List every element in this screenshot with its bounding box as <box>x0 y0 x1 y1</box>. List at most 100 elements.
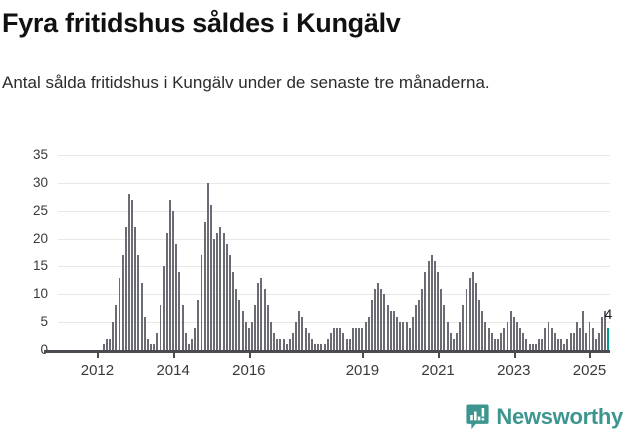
bar <box>266 305 269 350</box>
bar <box>544 327 547 350</box>
bar <box>563 344 566 350</box>
bar <box>411 316 414 350</box>
bar <box>219 227 222 350</box>
bar <box>575 322 578 350</box>
bar <box>150 344 153 350</box>
bar <box>203 221 206 350</box>
bar <box>285 344 288 350</box>
bar <box>519 327 522 350</box>
bar <box>153 344 156 350</box>
bar <box>481 311 484 350</box>
bar <box>538 338 540 350</box>
bar <box>503 327 506 350</box>
bar <box>490 333 493 350</box>
bar <box>392 311 395 350</box>
bar <box>389 311 392 350</box>
bar <box>140 283 143 350</box>
x-axis-tick-label: 2012 <box>80 362 115 379</box>
bar <box>405 322 408 350</box>
bar <box>235 288 238 350</box>
bar <box>184 333 187 350</box>
bar <box>370 299 373 350</box>
bar <box>550 327 553 350</box>
bar <box>295 322 298 350</box>
bar <box>462 305 465 350</box>
bar <box>396 316 399 350</box>
x-axis-tick <box>362 350 365 358</box>
bar <box>121 255 124 350</box>
bar <box>288 338 291 350</box>
bar <box>399 322 402 350</box>
bar <box>468 277 471 350</box>
bar <box>541 338 544 350</box>
bar <box>263 288 266 350</box>
bar <box>556 338 559 350</box>
bar <box>206 182 209 350</box>
bar <box>333 327 335 350</box>
bar <box>336 327 339 350</box>
y-axis-tick-label: 0 <box>6 343 48 357</box>
bar <box>191 338 194 350</box>
x-axis-tick-label: 2021 <box>421 362 455 379</box>
bar <box>200 255 203 350</box>
gridline <box>58 322 610 324</box>
bar <box>367 316 370 350</box>
bar <box>102 344 105 350</box>
bar <box>569 333 572 350</box>
bar <box>465 288 468 350</box>
bar <box>304 327 307 350</box>
bar <box>471 272 474 350</box>
bar <box>531 344 534 350</box>
bar <box>254 305 257 350</box>
page-title: Fyra fritidshus såldes i Kungälv <box>2 8 401 38</box>
bar <box>194 327 197 350</box>
x-axis-tick-label: 2025 <box>572 362 607 379</box>
bar <box>178 272 181 350</box>
bar <box>582 311 585 350</box>
newsworthy-branding: Newsworthy <box>466 402 623 432</box>
bar <box>358 327 361 350</box>
bar <box>579 327 581 350</box>
bar <box>156 333 159 350</box>
bar <box>260 277 263 350</box>
bar <box>374 288 376 350</box>
bar <box>351 327 354 350</box>
bar <box>534 344 537 350</box>
bar <box>317 344 320 350</box>
bar <box>452 338 455 350</box>
bar <box>478 299 481 350</box>
bar <box>124 227 127 350</box>
bar <box>131 199 134 350</box>
bar <box>364 322 367 350</box>
bar <box>588 322 591 350</box>
bar <box>187 344 190 350</box>
y-axis-tick-label: 10 <box>32 286 48 302</box>
bar <box>292 333 294 350</box>
bar <box>146 338 149 350</box>
chart-subtitle: Antal sålda fritidshus i Kungälv under d… <box>2 73 490 92</box>
bar <box>553 333 556 350</box>
bar <box>127 194 130 350</box>
bar <box>247 327 250 350</box>
bar <box>282 338 285 350</box>
bar <box>279 338 282 350</box>
bar-chart-bubble-icon <box>466 404 490 430</box>
bar <box>512 316 515 350</box>
x-axis-tick <box>173 350 176 358</box>
bar <box>345 338 348 350</box>
bar <box>497 338 499 350</box>
bar <box>506 322 509 350</box>
bar <box>323 344 326 350</box>
bar <box>386 305 389 350</box>
y-axis-tick-label: 5 <box>40 314 48 330</box>
bar <box>276 338 279 350</box>
bar <box>228 255 231 350</box>
bar <box>348 338 351 350</box>
bar <box>525 338 528 350</box>
bar <box>244 322 247 350</box>
bar <box>415 305 417 350</box>
bar <box>257 283 260 350</box>
x-axis-tick <box>589 350 592 358</box>
chart-gridlines <box>0 155 631 390</box>
bar <box>430 255 433 350</box>
